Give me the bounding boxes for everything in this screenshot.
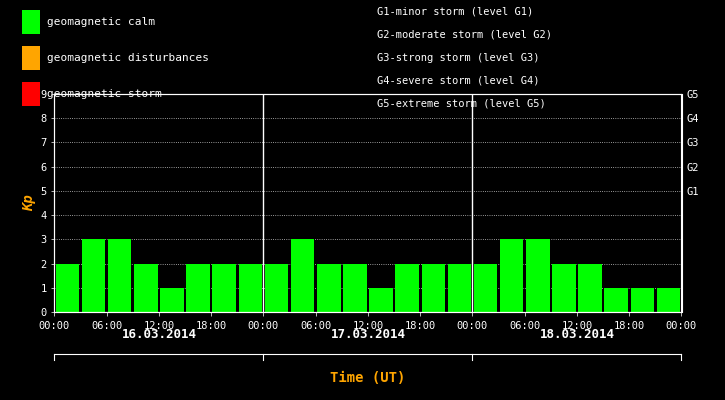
Bar	[526, 239, 550, 312]
Bar	[108, 239, 131, 312]
Text: G2-moderate storm (level G2): G2-moderate storm (level G2)	[377, 30, 552, 40]
Text: geomagnetic storm: geomagnetic storm	[47, 89, 162, 99]
Text: geomagnetic calm: geomagnetic calm	[47, 17, 155, 26]
Text: Time (UT): Time (UT)	[331, 371, 405, 385]
Text: G4-severe storm (level G4): G4-severe storm (level G4)	[377, 75, 539, 85]
Bar	[605, 288, 628, 312]
Bar	[657, 288, 680, 312]
Bar	[22, 46, 40, 70]
Bar	[500, 239, 523, 312]
Text: 17.03.2014: 17.03.2014	[331, 328, 405, 340]
Bar	[239, 264, 262, 312]
Bar	[369, 288, 393, 312]
Bar	[395, 264, 419, 312]
Bar	[473, 264, 497, 312]
Text: 18.03.2014: 18.03.2014	[539, 328, 615, 340]
Bar	[22, 10, 40, 34]
Bar	[134, 264, 157, 312]
Bar	[343, 264, 367, 312]
Text: 16.03.2014: 16.03.2014	[121, 328, 196, 340]
Text: G1-minor storm (level G1): G1-minor storm (level G1)	[377, 7, 534, 17]
Bar	[291, 239, 315, 312]
Bar	[421, 264, 445, 312]
Text: G3-strong storm (level G3): G3-strong storm (level G3)	[377, 53, 539, 63]
Bar	[631, 288, 654, 312]
Bar	[186, 264, 210, 312]
Bar	[265, 264, 289, 312]
Bar	[160, 288, 183, 312]
Bar	[552, 264, 576, 312]
Bar	[82, 239, 105, 312]
Bar	[56, 264, 79, 312]
Text: G5-extreme storm (level G5): G5-extreme storm (level G5)	[377, 98, 546, 108]
Bar	[447, 264, 471, 312]
Bar	[212, 264, 236, 312]
Y-axis label: Kp: Kp	[22, 195, 36, 211]
Bar	[579, 264, 602, 312]
Bar	[317, 264, 341, 312]
Bar	[22, 82, 40, 106]
Text: geomagnetic disturbances: geomagnetic disturbances	[47, 53, 209, 63]
